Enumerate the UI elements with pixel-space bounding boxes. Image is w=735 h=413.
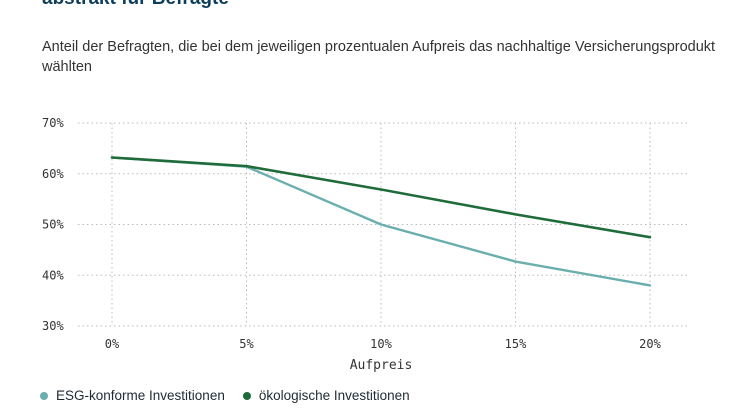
chart-title: abstrakt für Befragte: [42, 0, 732, 10]
y-tick-label: 50%: [42, 218, 64, 232]
x-tick-label: 20%: [639, 337, 661, 351]
series-line-esg: [110, 156, 652, 287]
legend-label-oekologisch: ökologische Investitionen: [258, 388, 410, 403]
y-tick-label: 30%: [42, 319, 64, 333]
x-tick-label: 10%: [370, 337, 392, 351]
x-tick-label: 15%: [505, 337, 527, 351]
legend: ESG-konforme Investitionen ökologische I…: [40, 388, 410, 403]
y-tick-label: 40%: [42, 268, 64, 282]
series-line-oekologisch: [110, 156, 652, 239]
legend-item-oekologisch: ökologische Investitionen: [242, 388, 410, 403]
legend-dot-esg: [40, 391, 48, 400]
y-tick-label: 70%: [42, 116, 64, 130]
legend-item-esg: ESG-konforme Investitionen: [40, 388, 225, 403]
x-tick-label: 5%: [239, 337, 254, 351]
x-axis-label: Aufpreis: [350, 358, 413, 373]
y-tick-label: 60%: [42, 167, 64, 181]
legend-dot-oekologisch: [242, 391, 251, 400]
legend-label-esg: ESG-konforme Investitionen: [56, 388, 225, 403]
chart-subtitle: Anteil der Befragten, die bei dem jeweil…: [42, 39, 716, 75]
x-tick-label: 0%: [105, 337, 120, 351]
